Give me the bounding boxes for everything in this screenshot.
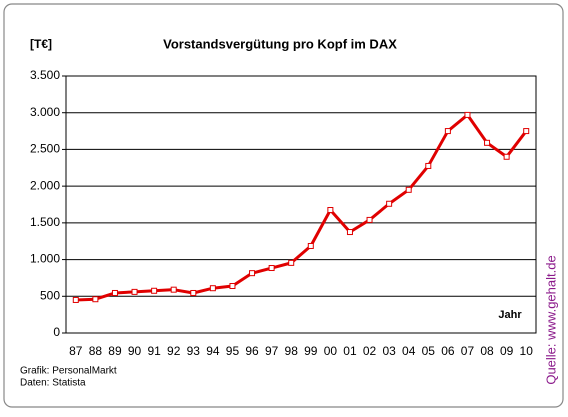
marker [464,111,471,118]
marker [346,229,353,236]
y-tick-label: 3.500 [30,68,60,82]
x-tick-label: 01 [343,344,357,358]
chart-title: Vorstandsvergütung pro Kopf im DAX [163,36,397,51]
x-tick-label: 94 [206,344,220,358]
credit: Grafik: PersonalMarkt [20,366,117,377]
x-axis-label: Jahr [498,309,522,321]
x-tick-label: 03 [382,344,396,358]
x-tick-label: 93 [187,344,201,358]
x-tick-label: 91 [147,344,161,358]
credit: Daten: Statista [20,378,86,389]
x-tick-label: 02 [363,344,377,358]
x-tick-label: 88 [89,344,103,358]
x-tick-label: 92 [167,344,181,358]
x-tick-label: 98 [285,344,299,358]
marker [151,287,158,294]
x-tick-label: 10 [520,344,534,358]
x-tick-label: 90 [128,344,142,358]
marker [92,296,99,303]
marker [523,128,530,135]
marker [249,270,256,277]
x-tick-label: 89 [108,344,122,358]
y-tick-label: 1.500 [30,215,60,229]
y-tick-label: 3.000 [30,105,60,119]
line [75,113,528,302]
x-tick-label: 06 [441,344,455,358]
x-tick-label: 96 [245,344,259,358]
x-tick-label: 99 [304,344,318,358]
x-tick-label: 87 [69,344,83,358]
frame [3,3,564,408]
y-tick-label: 0 [53,325,60,339]
marker [425,162,432,169]
marker [72,296,79,303]
x-tick-label: 05 [422,344,436,358]
marker [268,265,275,272]
marker [366,216,373,223]
marker [209,285,216,292]
y-tick-label: 2.000 [30,178,60,192]
y-tick-label: 1.000 [30,252,60,266]
marker [405,186,412,193]
marker [484,139,491,146]
marker [386,200,393,207]
source: Quelle: www.gehalt.de [543,255,558,384]
marker [131,288,138,295]
x-tick-label: 07 [461,344,475,358]
marker [327,207,334,214]
y-tick-label: 2.500 [30,142,60,156]
x-tick-label: 97 [265,344,279,358]
y-tick-label: 500 [40,288,60,302]
x-tick-label: 95 [226,344,240,358]
marker [288,259,295,266]
marker [190,289,197,296]
marker [111,289,118,296]
x-tick-label: 09 [500,344,514,358]
x-tick-label: 00 [324,344,338,358]
x-tick-label: 08 [480,344,494,358]
y-axis-label: [T€] [30,37,52,51]
x-tick-label: 04 [402,344,416,358]
marker [229,283,236,290]
marker [307,242,314,249]
marker [503,153,510,160]
marker [170,286,177,293]
marker [444,128,451,135]
